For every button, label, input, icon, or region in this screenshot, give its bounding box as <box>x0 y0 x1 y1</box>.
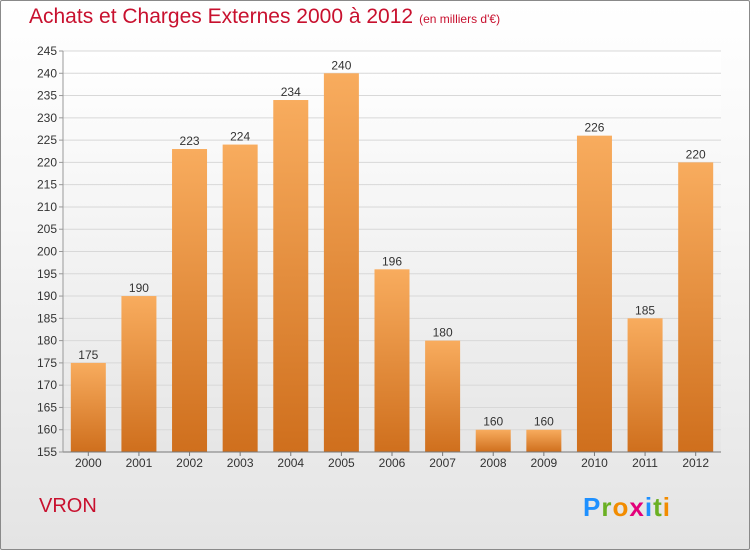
logo-letter: r <box>601 492 613 522</box>
bar <box>425 340 461 452</box>
x-tick-label: 2007 <box>429 456 456 470</box>
x-tick-label: 2012 <box>682 456 709 470</box>
logo-letter: P <box>583 492 602 522</box>
logo-letter: o <box>612 492 630 522</box>
proxiti-logo: Proxiti <box>583 492 671 523</box>
bar-value-label: 160 <box>534 415 554 429</box>
y-tick-label: 225 <box>37 133 57 147</box>
logo-letter: x <box>629 492 645 522</box>
x-tick-label: 2010 <box>581 456 608 470</box>
bar <box>273 100 309 452</box>
y-tick-label: 235 <box>37 89 57 103</box>
x-tick-label: 2003 <box>227 456 254 470</box>
bar <box>526 429 562 452</box>
y-tick-label: 240 <box>37 66 57 80</box>
bar-value-label: 175 <box>78 348 98 362</box>
bar <box>222 144 258 453</box>
x-tick-label: 2001 <box>126 456 153 470</box>
logo-letter: i <box>662 492 671 522</box>
bar-value-label: 220 <box>686 147 706 161</box>
y-tick-label: 215 <box>37 178 57 192</box>
bar <box>678 162 714 452</box>
bar-value-label: 223 <box>180 134 200 148</box>
bar-value-label: 226 <box>584 121 604 135</box>
y-tick-label: 245 <box>37 44 57 58</box>
chart-title: Achats et Charges Externes 2000 à 2012 (e… <box>29 5 500 29</box>
y-tick-label: 190 <box>37 289 57 303</box>
x-tick-label: 2004 <box>277 456 304 470</box>
y-tick-label: 220 <box>37 155 57 169</box>
y-tick-label: 180 <box>37 334 57 348</box>
y-tick-label: 155 <box>37 445 57 459</box>
y-tick-label: 205 <box>37 222 57 236</box>
unit-label: (en milliers d'€) <box>419 12 501 26</box>
x-tick-label: 2011 <box>632 456 658 470</box>
bar <box>172 149 208 452</box>
x-tick-label: 2008 <box>480 456 507 470</box>
x-tick-label: 2002 <box>176 456 203 470</box>
bar-value-label: 190 <box>129 281 149 295</box>
bar <box>627 318 663 452</box>
y-tick-label: 165 <box>37 400 57 414</box>
y-tick-label: 170 <box>37 378 57 392</box>
bar <box>70 362 106 452</box>
y-tick-label: 230 <box>37 111 57 125</box>
x-tick-label: 2000 <box>75 456 102 470</box>
y-tick-label: 195 <box>37 267 57 281</box>
bar <box>374 269 410 452</box>
x-tick-label: 2009 <box>530 456 557 470</box>
bar <box>576 135 612 452</box>
bar-value-label: 240 <box>331 58 351 72</box>
bar-value-label: 185 <box>635 303 655 317</box>
bar-value-label: 234 <box>281 85 301 99</box>
y-tick-label: 185 <box>37 311 57 325</box>
x-tick-label: 2005 <box>328 456 355 470</box>
chart-title-text: Achats et Charges Externes 2000 à 2012 <box>29 5 414 28</box>
bar <box>121 296 157 452</box>
x-tick-label: 2006 <box>379 456 406 470</box>
bar-value-label: 160 <box>483 415 503 429</box>
bar-value-label: 180 <box>433 326 453 340</box>
bar-value-label: 224 <box>230 130 250 144</box>
bar <box>475 429 511 452</box>
bar-value-label: 196 <box>382 254 402 268</box>
commune-name: VRON <box>39 495 97 517</box>
bar <box>323 73 359 453</box>
y-tick-label: 210 <box>37 200 57 214</box>
y-tick-label: 175 <box>37 356 57 370</box>
logo-letter: t <box>653 492 663 522</box>
y-tick-label: 200 <box>37 245 57 259</box>
logo-letter: i <box>644 492 654 522</box>
y-tick-label: 160 <box>37 423 57 437</box>
